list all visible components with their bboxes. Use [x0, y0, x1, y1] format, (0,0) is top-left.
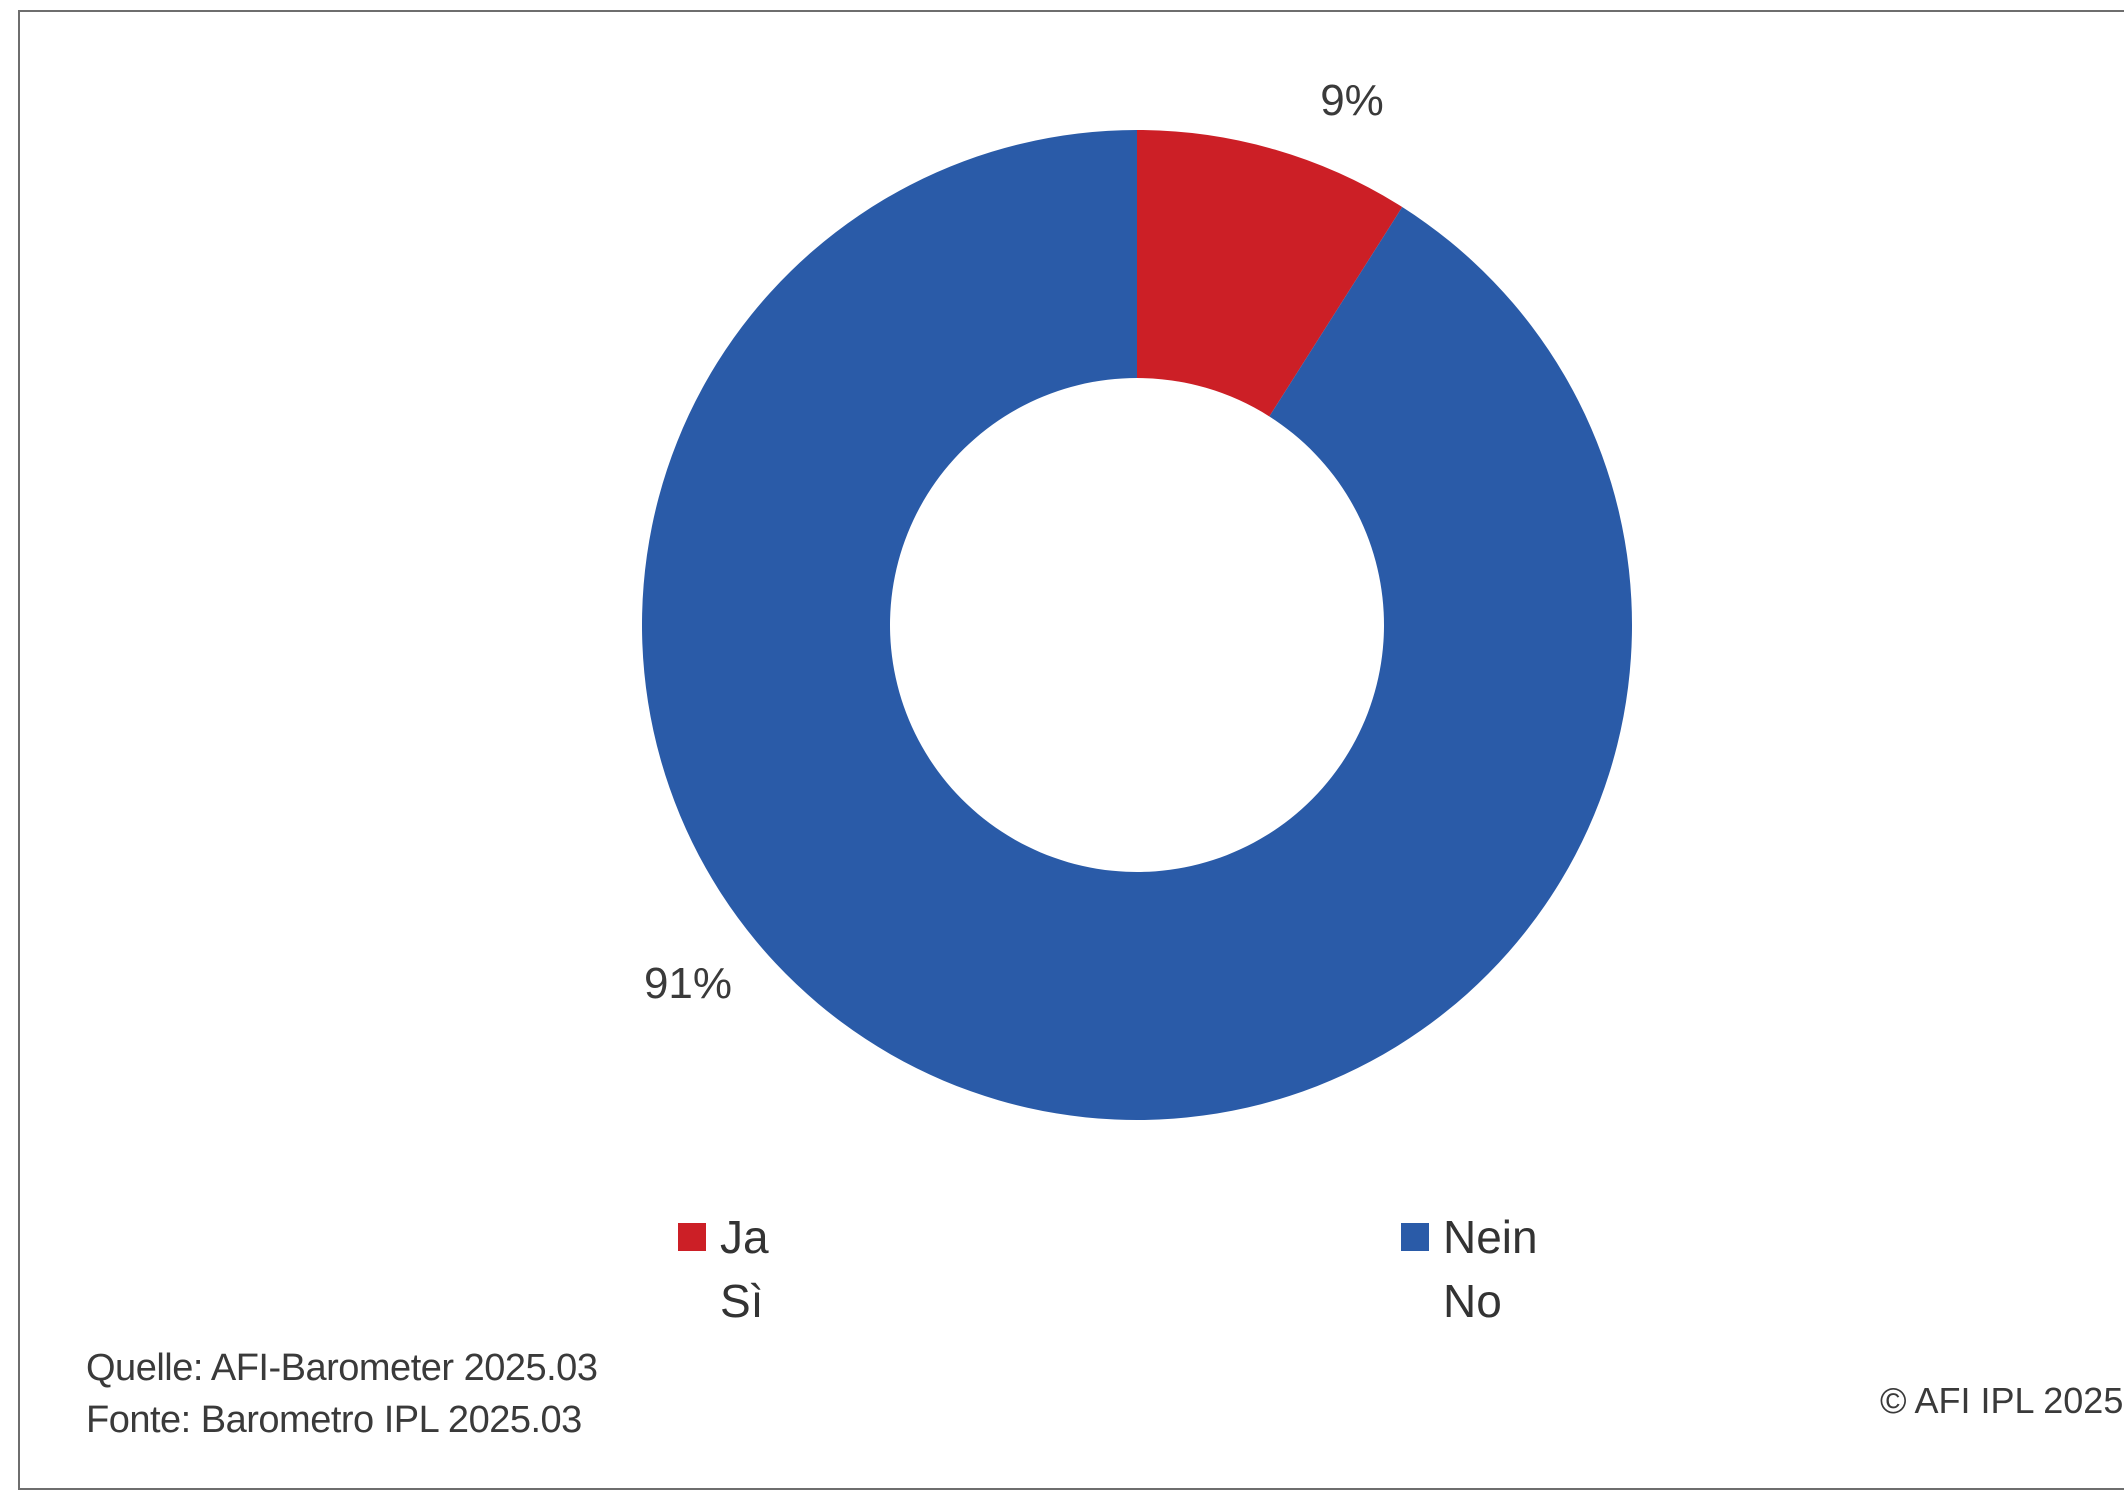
legend-swatch-ja [678, 1223, 706, 1251]
legend-swatch-nein [1401, 1223, 1429, 1251]
legend-label-it: Sì [720, 1275, 764, 1327]
donut-slices [641, 130, 1632, 1121]
legend-label-de: Nein [1443, 1211, 1538, 1263]
slice-label-ja: 9% [1320, 76, 1384, 125]
slice-label-nein: 91% [644, 959, 732, 1008]
slice-nein [641, 130, 1632, 1121]
copyright: © AFI IPL 2025 [1880, 1380, 2124, 1421]
legend-item-nein: Nein No [1401, 1205, 1538, 1333]
legend-item-ja: Ja Sì [678, 1205, 769, 1333]
source-it: Fonte: Barometro IPL 2025.03 [86, 1399, 582, 1441]
source-note: Quelle: AFI-Barometer 2025.03 Fonte: Bar… [86, 1342, 598, 1446]
source-de: Quelle: AFI-Barometer 2025.03 [86, 1347, 598, 1389]
legend-label-it: No [1443, 1275, 1502, 1327]
slice-ja [1137, 130, 1403, 417]
legend-label-de: Ja [720, 1211, 769, 1263]
